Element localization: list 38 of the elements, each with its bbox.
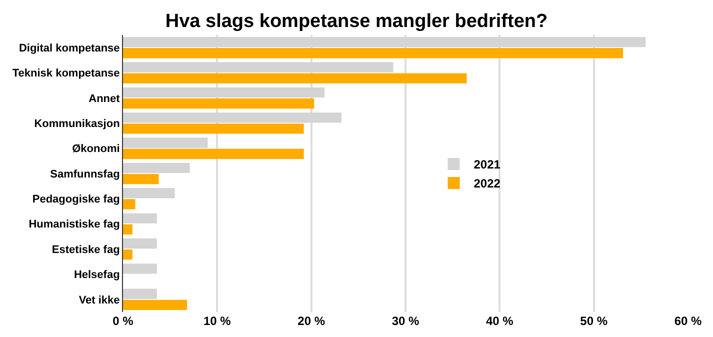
bar [123, 249, 132, 260]
bar [123, 264, 157, 274]
bar [123, 224, 132, 234]
y-tick-label: Helsefag [74, 269, 120, 282]
y-tick-label: Vet ikke [78, 294, 120, 306]
y-tick-label: Økonomi [72, 143, 120, 156]
y-tick-label: Teknisk kompetanse [12, 68, 120, 80]
bar [123, 174, 159, 184]
x-tick-label: 40 % [486, 314, 514, 328]
bar [123, 148, 304, 159]
bar [123, 73, 467, 84]
bar [123, 288, 157, 299]
y-tick-label: Annet [88, 92, 120, 105]
legend-label: 2022 [474, 176, 501, 191]
x-tick-label: 30 % [392, 314, 420, 328]
legend-label: 2021 [474, 158, 501, 172]
bar [123, 124, 304, 134]
bar [123, 138, 208, 148]
bar [123, 162, 190, 174]
y-tick-label: Estetiske fag [52, 244, 120, 256]
y-tick-label: Digital kompetanse [18, 42, 120, 54]
x-tick-label: 50 % [580, 314, 608, 328]
bar [123, 188, 175, 198]
x-tick-label: 60 % [674, 314, 702, 328]
bar [123, 98, 314, 109]
y-tick-label: Kommunikasjon [34, 118, 120, 130]
chart-title: Hva slags kompetanse mangler bedriften? [165, 10, 548, 32]
x-tick-label: 10 % [203, 314, 232, 328]
x-tick-label: 0 % [112, 314, 134, 328]
bar [123, 48, 624, 58]
bar [123, 199, 136, 210]
y-tick-label: Pedagogiske fag [32, 194, 120, 206]
y-tick-label: Humanistiske fag [28, 218, 120, 231]
bar [123, 300, 188, 310]
bar [123, 213, 157, 224]
bar [123, 238, 157, 249]
x-tick-label: 20 % [298, 314, 326, 328]
y-tick-label: Samfunnsfag [50, 168, 120, 180]
